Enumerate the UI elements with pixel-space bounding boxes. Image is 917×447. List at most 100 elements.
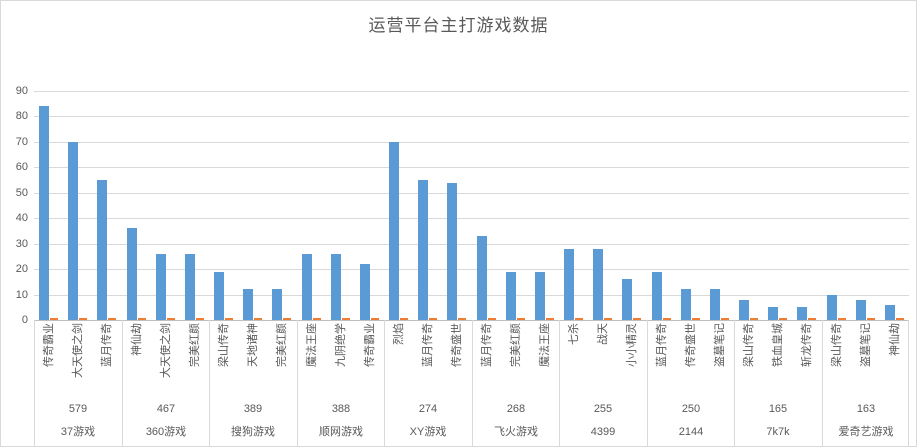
y-tick-label: 30 [15, 238, 28, 250]
bar [68, 142, 78, 320]
bar [360, 264, 370, 320]
game-label: 大天使之剑 [160, 323, 172, 378]
bar [506, 272, 516, 320]
secondary-marker [313, 318, 321, 320]
secondary-marker [575, 318, 583, 320]
category-group: 传奇霸业 大天使之剑 蓝月传奇 579 37游戏 [34, 320, 122, 446]
secondary-marker [692, 318, 700, 320]
game-label: 蓝月传奇 [101, 323, 113, 367]
bar [477, 236, 487, 320]
bar [739, 300, 749, 320]
group-total: 579 [68, 403, 88, 415]
bar [447, 183, 457, 320]
bar [622, 279, 632, 320]
group-separator [908, 320, 909, 446]
platform-label: 2144 [678, 426, 704, 438]
group-total: 255 [593, 403, 613, 415]
bar [768, 307, 778, 320]
gridline [34, 142, 909, 143]
y-tick-label: 50 [15, 187, 28, 199]
secondary-marker [488, 318, 496, 320]
y-tick-label: 80 [15, 110, 28, 122]
secondary-marker [108, 318, 116, 320]
group-total: 388 [331, 403, 351, 415]
game-label: 蓝月传奇 [422, 323, 434, 367]
bar [302, 254, 312, 320]
gridline [34, 193, 909, 194]
game-label: 九阴绝学 [335, 323, 347, 367]
game-label: 战天 [597, 323, 609, 345]
chart-title: 运营平台主打游戏数据 [368, 16, 549, 35]
group-total: 274 [418, 403, 438, 415]
game-label: 铁血皇城 [772, 323, 784, 367]
game-label: 盗墓笔记 [714, 323, 726, 367]
group-total: 250 [681, 403, 701, 415]
secondary-marker [283, 318, 291, 320]
platform-label: 7k7k [766, 426, 790, 438]
secondary-marker [167, 318, 175, 320]
category-group: 蓝月传奇 完美红颜 魔法王座 268 飞火游戏 [472, 320, 560, 446]
bar [156, 254, 166, 320]
platform-label: 4399 [590, 426, 616, 438]
category-group: 蓝月传奇 传奇盛世 盗墓笔记 250 2144 [647, 320, 735, 446]
group-separator [559, 320, 560, 446]
group-total: 165 [768, 403, 788, 415]
bar [535, 272, 545, 320]
game-label: 盗墓笔记 [860, 323, 872, 367]
bar [214, 272, 224, 320]
platform-label: 飞火游戏 [494, 426, 538, 438]
game-label: 烈焰 [393, 323, 405, 345]
secondary-marker [750, 318, 758, 320]
bar [97, 180, 107, 320]
secondary-marker [225, 318, 233, 320]
y-tick-label: 70 [15, 136, 28, 148]
bar [827, 295, 837, 320]
category-group: 烈焰 蓝月传奇 传奇盛世 274 XY游戏 [384, 320, 472, 446]
game-label: 梁山传奇 [831, 323, 843, 367]
bar [127, 228, 137, 320]
bar [856, 300, 866, 320]
secondary-marker [458, 318, 466, 320]
game-label: 完美红颜 [510, 323, 522, 367]
game-label: 传奇霸业 [43, 323, 55, 367]
y-tick-label: 20 [15, 263, 28, 275]
game-label: 神仙劫 [889, 323, 901, 356]
category-group: 梁山传奇 天地诸神 完美红颜 389 搜狗游戏 [209, 320, 297, 446]
secondary-marker [196, 318, 204, 320]
secondary-marker [342, 318, 350, 320]
platform-label: XY游戏 [409, 426, 447, 438]
y-tick-label: 90 [15, 85, 28, 97]
gridline [34, 91, 909, 92]
secondary-marker [604, 318, 612, 320]
secondary-marker [633, 318, 641, 320]
secondary-marker [429, 318, 437, 320]
x-axis-bands: 传奇霸业 大天使之剑 蓝月传奇 579 37游戏 神仙劫 大天使之剑 完美红颜 467 360游戏… [34, 320, 909, 446]
bar [272, 289, 282, 320]
gridline [34, 244, 909, 245]
group-separator [822, 320, 823, 446]
bar [710, 289, 720, 320]
bar [39, 106, 49, 320]
category-group: 梁山传奇 铁血皇城 斩龙传奇 165 7k7k [734, 320, 822, 446]
group-separator [472, 320, 473, 446]
bar [652, 272, 662, 320]
group-total: 467 [156, 403, 176, 415]
gridline [34, 167, 909, 168]
bar [564, 249, 574, 320]
secondary-marker [50, 318, 58, 320]
secondary-marker [867, 318, 875, 320]
bar [797, 307, 807, 320]
bar [885, 305, 895, 320]
group-separator [34, 320, 35, 446]
y-tick-label: 60 [15, 161, 28, 173]
game-label: 大天使之剑 [72, 323, 84, 378]
game-label: 天地诸神 [247, 323, 259, 367]
secondary-marker [546, 318, 554, 320]
bar [185, 254, 195, 320]
y-tick-label: 10 [15, 289, 28, 301]
secondary-marker [517, 318, 525, 320]
y-tick-label: 0 [21, 314, 28, 326]
secondary-marker [896, 318, 904, 320]
category-group: 神仙劫 大天使之剑 完美红颜 467 360游戏 [122, 320, 210, 446]
